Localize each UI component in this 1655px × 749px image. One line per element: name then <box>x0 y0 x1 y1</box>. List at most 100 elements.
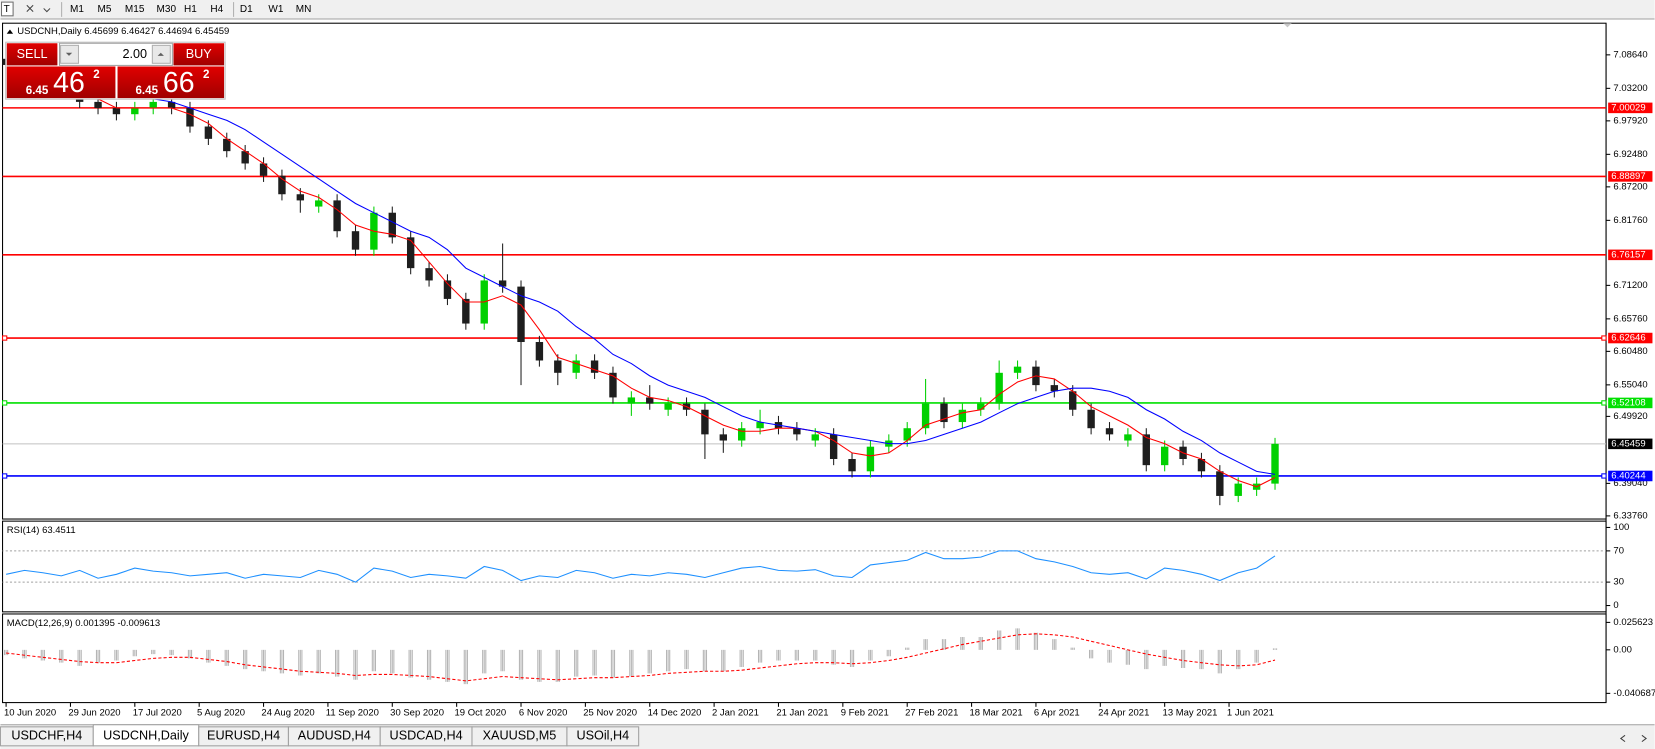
moving-average <box>6 64 1276 488</box>
y-tick-label: 6.87200 <box>1613 181 1647 192</box>
candle-body <box>388 212 396 238</box>
buy-price-prefix: 6.45 <box>135 84 158 97</box>
x-tick-label: 14 Dec 2020 <box>648 708 702 719</box>
volume-up-icon <box>157 52 164 56</box>
moving-average <box>5 52 1276 475</box>
candle-body <box>259 163 268 176</box>
sell-price-prefix: 6.45 <box>26 84 49 97</box>
candle-body <box>793 428 801 435</box>
level-handle[interactable] <box>1601 400 1607 406</box>
level-label: 6.76157 <box>1611 249 1645 260</box>
x-tick-label: 10 Jun 2020 <box>4 708 56 719</box>
rsi-plot <box>2 550 1607 583</box>
y-tick-label: 6.49920 <box>1613 411 1647 422</box>
x-tick-label: 29 Jun 2020 <box>68 708 120 719</box>
x-tick-label: 1 Jun 2021 <box>1227 708 1274 719</box>
candle-body <box>848 458 856 472</box>
y-tick-label: 0.025623 <box>1613 617 1653 628</box>
tab-label: EURUSD,H4 <box>207 729 280 743</box>
tab-scroll[interactable] <box>1619 734 1648 743</box>
candle-body <box>498 280 507 287</box>
sell-price-box[interactable] <box>6 66 116 99</box>
candle-body <box>351 231 360 250</box>
x-tick-label: 2 Jan 2021 <box>712 708 759 719</box>
candle-body <box>811 434 819 441</box>
tab[interactable] <box>566 726 640 747</box>
collapse-icon[interactable] <box>6 29 14 34</box>
level-handle[interactable] <box>1601 335 1607 341</box>
candle-body <box>425 268 433 281</box>
y-tick-label: 7.03200 <box>1613 83 1647 94</box>
level-label-bg <box>1608 397 1653 409</box>
candle-body <box>535 342 544 361</box>
candle-body <box>278 175 286 195</box>
candle-body <box>1197 458 1206 472</box>
candle-body <box>333 200 341 232</box>
candle-body <box>1160 446 1169 466</box>
candle-body <box>866 446 875 472</box>
timeframe-label: H1 <box>184 4 197 15</box>
candle-body <box>167 101 176 109</box>
candle-body <box>241 151 249 164</box>
candle-body <box>1271 443 1279 484</box>
level-label-bg <box>1608 102 1653 114</box>
timeframe-label: MN <box>296 4 312 15</box>
level-handle[interactable] <box>2 335 8 341</box>
y-tick-label: 6.55040 <box>1613 379 1647 390</box>
tab-label: XAUUSD,M5 <box>483 729 557 743</box>
candle-body <box>131 108 139 115</box>
y-tick-label: 6.92480 <box>1613 149 1647 160</box>
candle-body <box>903 428 911 441</box>
y-tick-label: 6.81760 <box>1613 215 1647 226</box>
y-tick-label: 7.08640 <box>1613 49 1647 60</box>
candle-body <box>1050 385 1059 392</box>
timeframe-label: D1 <box>240 4 253 15</box>
y-tick-label: -0.040687 <box>1613 688 1655 699</box>
y-tick-label: 6.33760 <box>1613 510 1647 521</box>
candle-body <box>829 434 838 459</box>
rsi-title: RSI(14) 63.4511 <box>7 525 76 536</box>
candle-body <box>554 360 562 373</box>
candle-body <box>1069 391 1077 410</box>
text-tool[interactable] <box>0 1 14 17</box>
candle-body <box>1142 434 1150 466</box>
candle-body <box>1087 409 1095 429</box>
level-label-bg <box>1608 470 1653 482</box>
level-label: 6.88897 <box>1611 171 1645 182</box>
level-handle[interactable] <box>1601 473 1607 479</box>
y-tick-label: 6.71200 <box>1613 280 1647 291</box>
last-price-label-bg <box>1608 438 1653 450</box>
candle-body <box>719 434 727 441</box>
volume-down-icon <box>65 52 73 56</box>
buy-price-box[interactable] <box>117 66 225 99</box>
timeframe-label: W1 <box>268 4 283 15</box>
candle-body <box>1234 483 1242 496</box>
y-tick-label: 6.60480 <box>1613 346 1647 357</box>
sell-button[interactable] <box>6 43 58 66</box>
y-tick-label: 6.39040 <box>1613 478 1647 489</box>
candle-body <box>112 108 121 115</box>
candle-body <box>921 403 930 429</box>
x-tick-label: 17 Jul 2020 <box>133 708 182 719</box>
level-label: 6.62646 <box>1611 333 1645 344</box>
volume-input[interactable] <box>58 42 173 66</box>
candle-body <box>940 403 948 423</box>
shapes-menu[interactable] <box>26 4 51 13</box>
rsi-line <box>6 550 1276 583</box>
candle-body <box>995 372 1003 404</box>
candle-body <box>517 286 525 343</box>
candle-body <box>443 280 452 299</box>
x-tick-label: 24 Apr 2021 <box>1098 708 1149 719</box>
timeframes: M1 M5 M15 M30 H1 H4 D1 W1 MN <box>70 2 312 17</box>
candle-body <box>1216 471 1224 496</box>
buy-button[interactable] <box>173 43 225 66</box>
level-handle[interactable] <box>2 473 8 479</box>
candle-body <box>186 108 194 127</box>
level-handle[interactable] <box>2 400 8 406</box>
level-label: 6.52108 <box>1611 397 1645 408</box>
candle-body <box>572 360 580 373</box>
x-tick-label: 11 Sep 2020 <box>326 708 379 719</box>
candle-body <box>756 422 764 429</box>
y-tick-label: 6.65760 <box>1613 313 1647 324</box>
